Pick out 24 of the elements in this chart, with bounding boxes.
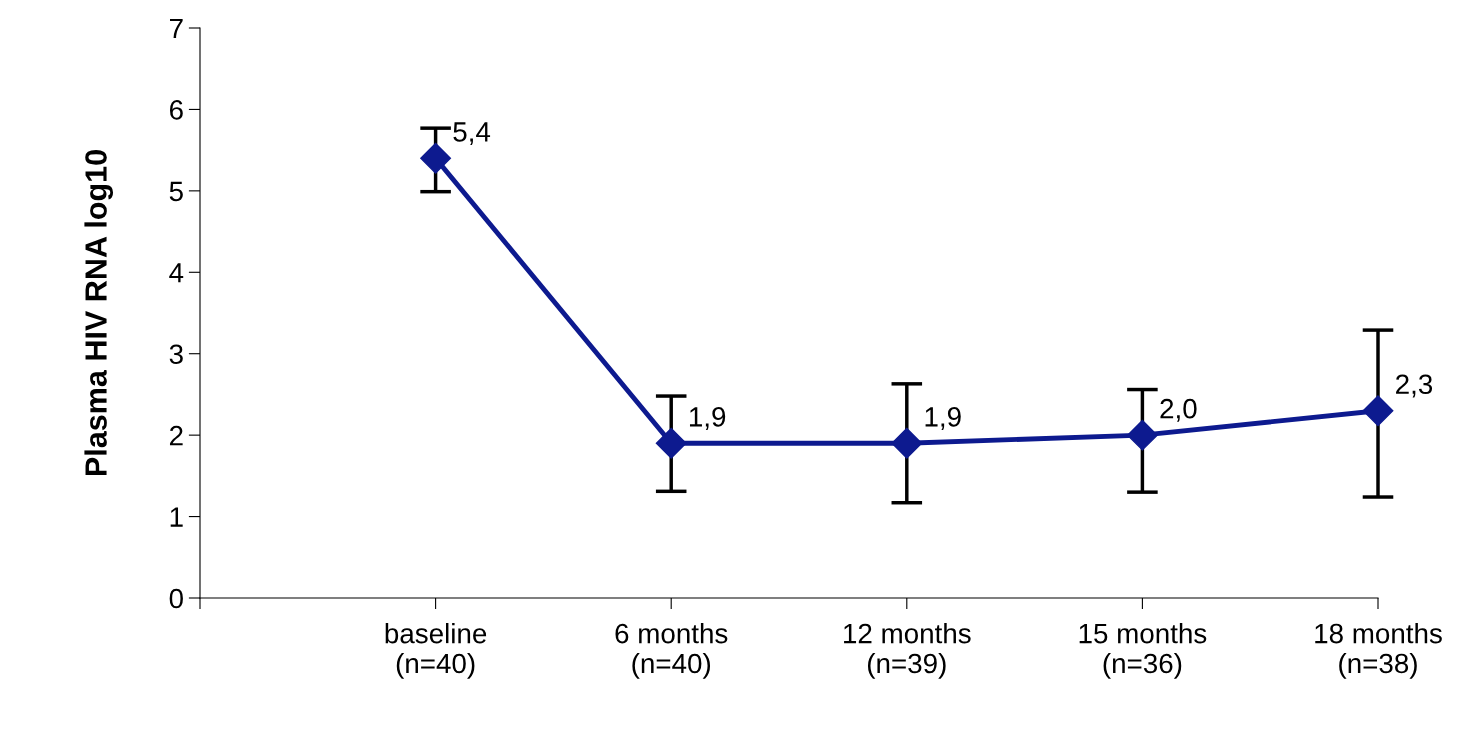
x-tick-label: baseline (n=40) [385,623,487,679]
data-label: 2,0 [1160,398,1197,422]
point [655,427,687,459]
data-label: 1,9 [925,407,961,430]
point [891,427,923,459]
y-tick-label: 7 [170,18,183,39]
x-tick-label: 15 months (n=36) [1079,623,1207,679]
point [1362,395,1394,427]
y-tick-label: 4 [169,263,184,283]
y-axis-title: Plasma HIV RNA log10 [84,150,114,476]
y-tick-label: 6 [169,100,183,120]
data-label: 2,3 [1396,374,1433,398]
x-tick-label: 12 months (n=39) [844,623,971,679]
y-tick-label: 0 [169,588,183,609]
x-tick-label: 18 months (n=38) [1315,623,1442,679]
x-tick-label: 6 months (n=40) [615,623,728,679]
y-tick-label: 3 [169,344,183,365]
y-tick-label: 2 [169,425,183,446]
point [420,142,452,174]
data-label: 1,9 [689,407,726,430]
y-tick-label: 1 [170,507,183,527]
y-tick-label: 5 [169,181,183,202]
point [1126,419,1158,451]
data-label: 5,4 [453,122,491,145]
